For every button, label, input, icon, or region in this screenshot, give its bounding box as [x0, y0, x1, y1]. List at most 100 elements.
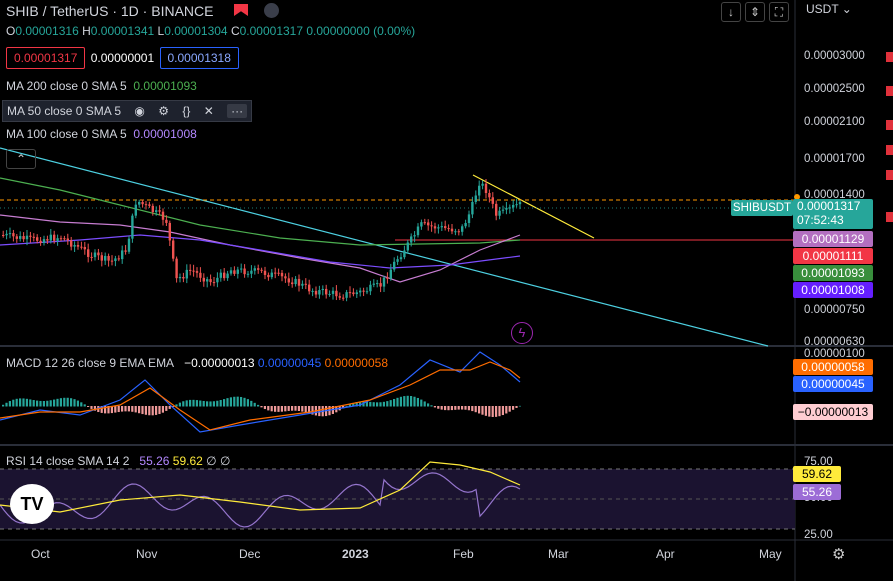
macd-hist-bar — [226, 398, 229, 407]
macd-hist-bar — [212, 401, 215, 407]
candle — [270, 272, 273, 278]
candle — [444, 226, 447, 229]
macd-hist-bar — [73, 399, 76, 407]
macd-hist-bar — [178, 402, 181, 407]
candle — [260, 269, 263, 271]
symbol-tag: SHIBUSDT — [731, 200, 793, 216]
candle — [240, 268, 243, 270]
macd-hist-bar — [63, 397, 66, 407]
candle — [8, 233, 12, 235]
eye-icon[interactable]: ◉ — [134, 104, 145, 118]
candle — [192, 270, 195, 272]
macd-hist-bar — [66, 397, 69, 407]
candle — [257, 268, 260, 270]
ma50-legend[interactable]: MA 50 close 0 SMA 5 ◉ ⚙ {} ✕ ··· — [2, 100, 253, 122]
macd-hist-bar — [257, 404, 260, 407]
macd-hist-bar — [461, 406, 464, 410]
candle — [73, 245, 76, 247]
symbol-title[interactable]: SHIB / TetherUS · 1D · BINANCE — [6, 3, 214, 19]
candle — [338, 296, 341, 298]
ma200-legend[interactable]: MA 200 close 0 SMA 5 0.00001093 — [6, 79, 197, 93]
macd-hist-bar — [308, 406, 311, 414]
macd-hist-bar — [495, 406, 498, 417]
macd-hist-bar — [243, 397, 246, 407]
close-icon[interactable]: ✕ — [203, 104, 214, 118]
macd-hist-bar — [253, 402, 256, 407]
macd-hist-bar — [518, 405, 521, 407]
candle — [335, 290, 338, 297]
macd-hist-bar — [19, 398, 22, 407]
macd-hist-bar — [53, 399, 56, 407]
braces-icon[interactable]: {} — [182, 104, 191, 118]
candle — [168, 222, 171, 241]
more-icon[interactable]: ··· — [227, 104, 248, 118]
candle — [100, 255, 103, 261]
candle — [53, 234, 56, 241]
candle — [297, 278, 301, 286]
ma200-line — [0, 177, 521, 246]
macd-hist-bar — [498, 406, 501, 417]
collapse-legend-button[interactable]: ⌃ — [6, 149, 36, 169]
macd-hist-bar — [403, 396, 406, 407]
candle — [202, 277, 205, 282]
candle — [19, 236, 22, 239]
candle — [379, 283, 382, 287]
candle — [512, 205, 515, 208]
macd-hist-bar — [114, 406, 117, 413]
sell-button[interactable]: 0.00001317 — [6, 47, 86, 69]
macd-hist-bar — [484, 406, 487, 416]
candle — [66, 238, 69, 241]
macd-hist-bar — [348, 404, 351, 407]
candle — [107, 255, 110, 261]
currency-select[interactable]: USDT ⌄ — [806, 2, 852, 16]
arrow-down-icon[interactable]: ↓ — [721, 2, 741, 22]
lightning-icon[interactable]: ϟ — [511, 322, 533, 344]
macd-hist-bar — [369, 401, 372, 407]
macd-hist-bar — [195, 400, 198, 407]
rsi-sma-line — [0, 461, 521, 513]
candle — [12, 233, 15, 237]
macd-hist-bar — [202, 400, 205, 407]
macd-hist-bar — [274, 406, 277, 412]
macd-hist-bar — [379, 402, 382, 407]
candle — [185, 269, 188, 279]
rsi-legend[interactable]: RSI 14 close SMA 14 2 55.26 59.62 ∅ ∅ — [6, 454, 231, 468]
macd-hist-bar — [141, 406, 144, 415]
candle — [471, 201, 474, 215]
buy-button[interactable]: 0.00001318 — [159, 47, 239, 69]
macd-hist-bar — [291, 406, 294, 411]
rsi-axis-label-partial: 50.00 — [804, 498, 833, 504]
candle — [148, 204, 151, 206]
candle — [396, 259, 399, 262]
macd-hist-bar — [297, 406, 300, 412]
gear-icon[interactable]: ⚙ — [158, 104, 169, 118]
settings-gear-icon[interactable]: ⚙ — [832, 546, 846, 563]
macd-hist-bar — [512, 406, 515, 410]
macd-hist-bar — [199, 400, 202, 407]
candle — [236, 269, 239, 274]
ohlc-row: O0.00001316 H0.00001341 L0.00001304 C0.0… — [6, 24, 416, 38]
flag-icon[interactable] — [234, 4, 248, 16]
candle — [83, 247, 86, 250]
alert-mark — [886, 170, 893, 180]
split-icon[interactable]: ⇕ — [745, 2, 765, 22]
candle — [348, 292, 352, 294]
maximize-icon[interactable]: ⛶ — [769, 2, 789, 22]
candle — [277, 272, 280, 274]
tradingview-logo-icon[interactable]: TV — [10, 484, 54, 524]
candle — [195, 271, 199, 273]
candle — [246, 273, 250, 275]
candle — [172, 240, 175, 259]
status-circle-icon[interactable] — [264, 3, 279, 18]
ma100-legend[interactable]: MA 100 close 0 SMA 5 0.00001008 — [6, 127, 197, 141]
candle — [420, 222, 423, 227]
macd-hist-bar — [393, 398, 396, 407]
macd-legend[interactable]: MACD 12 26 close 9 EMA EMA −0.00000013 0… — [6, 356, 388, 370]
rsi-sma-tag: 59.62 — [793, 466, 841, 482]
macd-hist-bar — [148, 406, 151, 416]
macd-hist-bar — [440, 406, 443, 410]
macd-hist-bar — [219, 400, 222, 407]
candle — [505, 207, 508, 210]
candle — [481, 183, 484, 186]
